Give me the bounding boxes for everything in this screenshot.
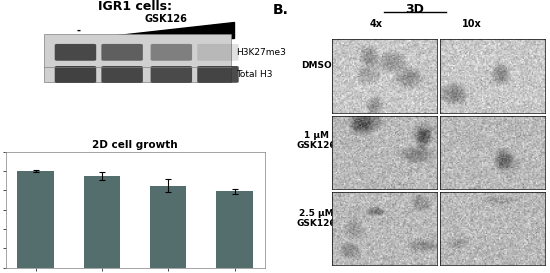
Bar bbox=[150, 186, 186, 268]
FancyBboxPatch shape bbox=[101, 66, 143, 83]
FancyBboxPatch shape bbox=[101, 44, 143, 61]
Text: DMSO: DMSO bbox=[301, 61, 332, 70]
Text: GSK126: GSK126 bbox=[145, 14, 188, 25]
Text: -: - bbox=[76, 26, 80, 36]
Text: 1 μM
GSK126: 1 μM GSK126 bbox=[296, 131, 336, 150]
FancyBboxPatch shape bbox=[197, 44, 239, 61]
Text: 3D: 3D bbox=[405, 3, 425, 16]
FancyBboxPatch shape bbox=[151, 44, 192, 61]
Polygon shape bbox=[91, 22, 234, 38]
FancyBboxPatch shape bbox=[197, 66, 239, 83]
FancyBboxPatch shape bbox=[151, 66, 192, 83]
FancyBboxPatch shape bbox=[55, 44, 96, 61]
Bar bbox=[216, 191, 253, 268]
Text: IGR1 cells:: IGR1 cells: bbox=[98, 0, 172, 13]
Text: Total H3: Total H3 bbox=[236, 70, 273, 79]
FancyBboxPatch shape bbox=[55, 66, 96, 83]
Text: 4x: 4x bbox=[370, 19, 383, 29]
Bar bbox=[84, 176, 120, 268]
Text: 2.5 μM
GSK126: 2.5 μM GSK126 bbox=[296, 209, 336, 228]
Bar bbox=[17, 171, 54, 268]
Text: 10x: 10x bbox=[462, 19, 482, 29]
Text: H3K27me3: H3K27me3 bbox=[236, 48, 286, 57]
Text: B.: B. bbox=[272, 3, 288, 17]
Title: 2D cell growth: 2D cell growth bbox=[92, 140, 178, 150]
FancyBboxPatch shape bbox=[45, 34, 231, 82]
